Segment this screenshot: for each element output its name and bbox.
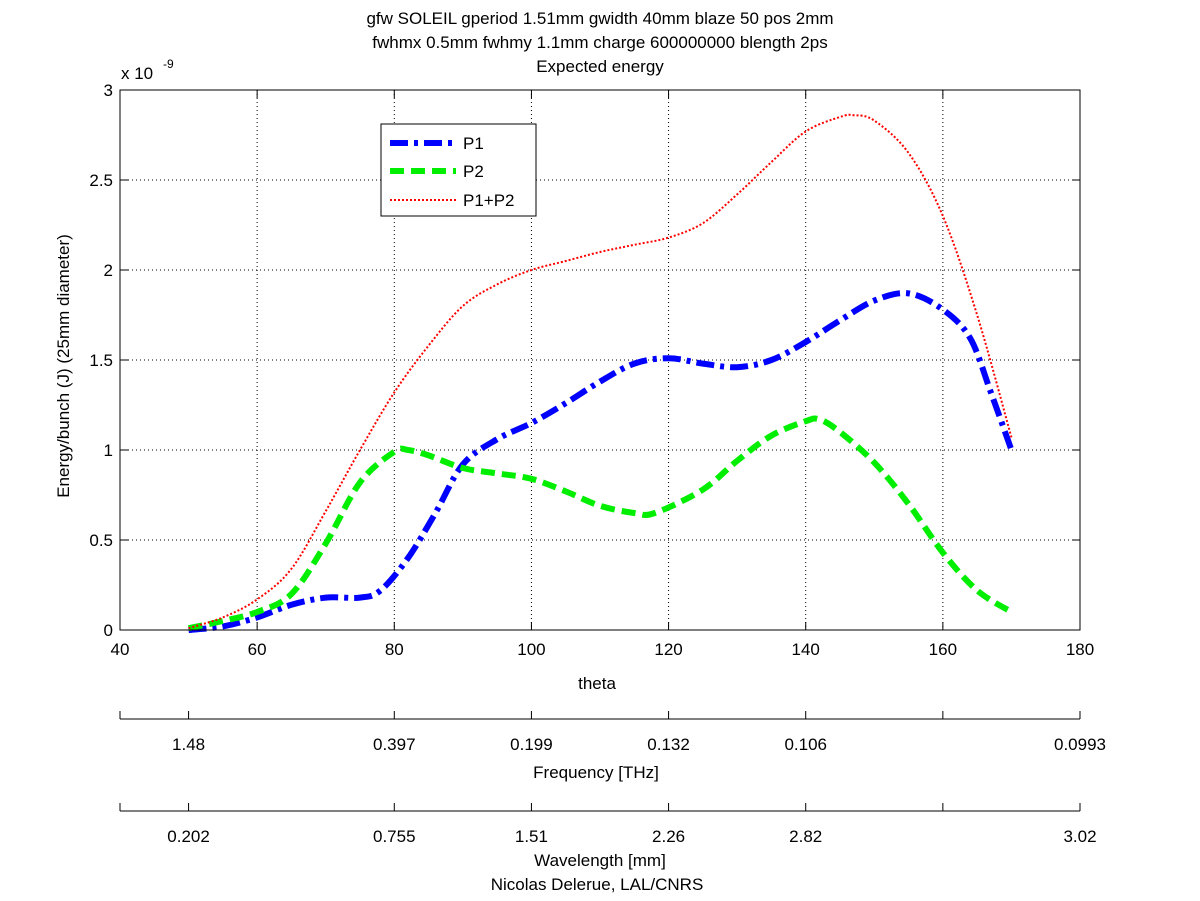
x-tick-label: 120 [654, 640, 682, 659]
x-tick-label: 80 [385, 640, 404, 659]
series-layer [187, 113, 1015, 633]
y-tick-label: 2 [104, 261, 113, 280]
wavelength-axis-label: Wavelength [mm] [534, 851, 666, 870]
x-tick-label: 100 [517, 640, 545, 659]
series-line-p1-plus-p2 [188, 113, 1013, 630]
y-tick-label: 1 [104, 441, 113, 460]
wavelength-tick-label: 2.26 [652, 827, 685, 846]
frequency-tick-label: 0.0993 [1054, 735, 1106, 754]
x-tick-label: 140 [792, 640, 820, 659]
legend-label-p2: P2 [463, 162, 484, 181]
y-multiplier-base: x 10 [121, 64, 153, 83]
wavelength-tick-label: 0.755 [373, 827, 416, 846]
plot-area: 40 60 80 100 120 140 160 180 0 0.5 1 1.5 2 2.5 3 [89, 81, 1094, 659]
wavelength-ticks: 0.202 0.755 1.51 2.26 2.82 3.02 [119, 803, 1097, 846]
frequency-ticks: 1.48 0.397 0.199 0.132 0.106 0.0993 [119, 711, 1106, 754]
y-axis-label: Energy/bunch (J) (25mm diameter) [54, 234, 73, 498]
x-axis-label: theta [578, 674, 616, 693]
legend-label-p1-plus-p2: P1+P2 [463, 191, 515, 210]
wavelength-tick-label: 2.82 [789, 827, 822, 846]
y-tick-label: 2.5 [89, 171, 113, 190]
secondary-axes: 1.48 0.397 0.199 0.132 0.106 0.0993 Frequency… [119, 711, 1106, 870]
wavelength-tick-label: 0.202 [167, 827, 210, 846]
x-tick-label: 180 [1066, 640, 1094, 659]
chart-title-line-3: Expected energy [536, 57, 664, 76]
credit-text: Nicolas Delerue, LAL/CNRS [491, 875, 704, 894]
tick-layer: 40 60 80 100 120 140 160 180 0 0.5 1 1.5 2 2.5 3 [89, 81, 1094, 659]
series-line-p2 [187, 415, 1014, 632]
y-tick-label: 0.5 [89, 531, 113, 550]
frequency-tick-label: 1.48 [172, 735, 205, 754]
frequency-tick-label: 0.106 [784, 735, 827, 754]
wavelength-tick-label: 1.51 [515, 827, 548, 846]
x-tick-label: 60 [248, 640, 267, 659]
frequency-tick-label: 0.132 [647, 735, 690, 754]
frequency-tick-label: 0.397 [373, 735, 416, 754]
y-tick-label: 3 [104, 81, 113, 100]
chart-title-line-2: fwhmx 0.5mm fwhmy 1.1mm charge 600000000… [372, 33, 827, 52]
x-tick-label: 160 [929, 640, 957, 659]
y-tick-label: 0 [104, 621, 113, 640]
y-multiplier-exponent: -9 [163, 57, 174, 71]
x-tick-label: 40 [111, 640, 130, 659]
frequency-axis-label: Frequency [THz] [533, 763, 659, 782]
series-line-p1 [188, 290, 1015, 633]
legend: P1 P2 P1+P2 [380, 123, 537, 217]
grid-layer [120, 90, 1080, 630]
y-tick-label: 1.5 [89, 351, 113, 370]
legend-label-p1: P1 [463, 134, 484, 153]
wavelength-tick-label: 3.02 [1063, 827, 1096, 846]
frequency-tick-label: 0.199 [510, 735, 553, 754]
chart-title-line-1: gfw SOLEIL gperiod 1.51mm gwidth 40mm bl… [366, 9, 833, 28]
